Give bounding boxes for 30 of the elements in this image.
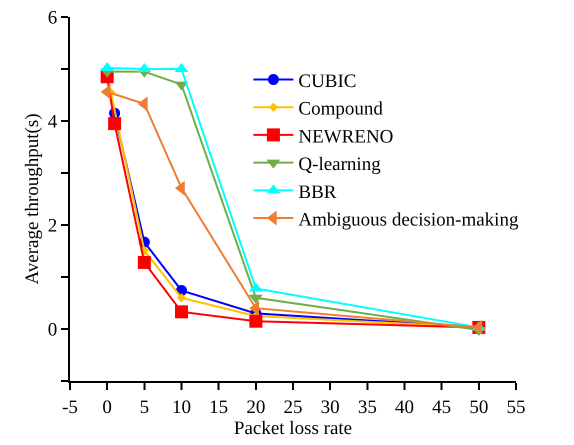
legend-label: NEWRENO — [298, 126, 394, 148]
x-tick-label: 0 — [102, 396, 112, 418]
x-tick-label: 55 — [506, 396, 526, 418]
x-tick-label: 30 — [320, 396, 340, 418]
x-tick-label: 20 — [246, 396, 266, 418]
y-tick-label: 2 — [48, 216, 58, 237]
legend-label: BBR — [298, 182, 337, 203]
y-tick-label: 4 — [48, 112, 58, 133]
x-tick-label: 15 — [209, 396, 228, 418]
point — [175, 305, 188, 318]
point — [108, 117, 122, 130]
x-tick-label: 50 — [469, 396, 488, 418]
y-tick-label: 0 — [48, 320, 58, 341]
x-tick-label: 10 — [172, 396, 191, 418]
x-tick-label: 45 — [432, 396, 452, 418]
legend-label: CUBIC — [298, 70, 356, 92]
x-tick-label: 40 — [395, 396, 414, 418]
x-axis-title: Packet loss rate — [234, 418, 352, 440]
legend-label: Q-learning — [298, 154, 382, 176]
x-tick-label: 5 — [140, 396, 150, 418]
point — [249, 314, 262, 328]
legend-label: Ambiguous decision-making — [298, 209, 519, 230]
legend-label: Compound — [298, 98, 384, 120]
x-tick-label: 35 — [358, 396, 377, 418]
x-tick-label: -5 — [62, 396, 78, 418]
point — [138, 256, 151, 269]
y-axis-title: Average throughput(s) — [22, 113, 44, 285]
point — [176, 293, 186, 302]
x-tick-label: 25 — [284, 396, 302, 418]
y-tick-label: 6 — [48, 8, 58, 29]
